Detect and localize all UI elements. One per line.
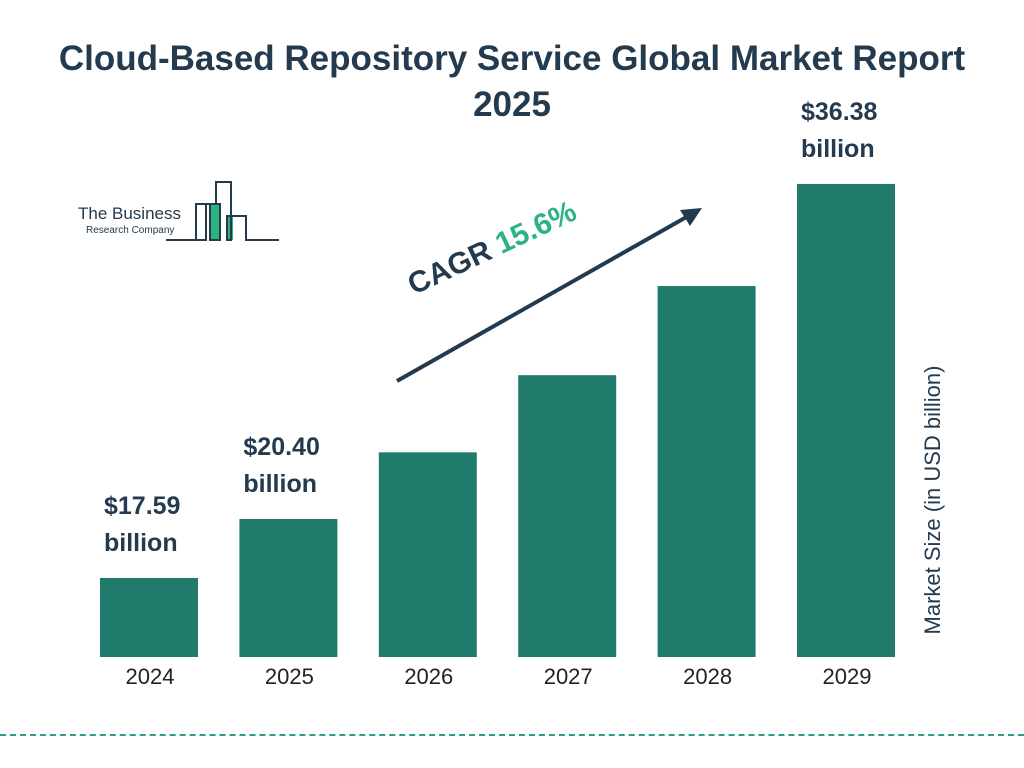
data-label-line: billion bbox=[801, 134, 875, 163]
bar-2026 bbox=[378, 452, 477, 657]
logo-text-line2: Research Company bbox=[86, 225, 175, 236]
bar-2024 bbox=[100, 577, 198, 657]
data-label-line: $36.38 bbox=[801, 97, 878, 126]
cagr-arrow-head-icon bbox=[680, 208, 702, 226]
data-label: $17.59 billion bbox=[104, 488, 180, 562]
bar-2027 bbox=[518, 375, 617, 657]
data-label: $20.40 billion bbox=[243, 429, 319, 503]
chart-title: Cloud-Based Repository Service Global Ma… bbox=[58, 39, 966, 124]
data-label-line: $20.40 bbox=[243, 433, 320, 462]
y-axis-label: Market Size (in USD billion) bbox=[920, 365, 945, 635]
x-tick-label: 2029 bbox=[822, 664, 872, 689]
x-tick-label: 2024 bbox=[125, 664, 175, 689]
bar-2029 bbox=[797, 183, 895, 657]
cagr-arrow-line bbox=[396, 213, 691, 383]
bar-2025 bbox=[239, 519, 338, 657]
x-tick-label: 2028 bbox=[683, 664, 733, 689]
footer-divider bbox=[0, 734, 1024, 736]
data-label-line: billion bbox=[243, 470, 317, 499]
logo-text-line1: The Business bbox=[78, 204, 181, 223]
logo-buildings-icon bbox=[166, 181, 279, 241]
bar-2028 bbox=[657, 286, 756, 657]
data-label-line: $17.59 bbox=[104, 491, 181, 520]
x-tick-label: 2027 bbox=[543, 664, 593, 689]
x-tick-label: 2026 bbox=[404, 664, 454, 689]
company-logo: The Business Research Company bbox=[78, 180, 283, 244]
data-label-line: billion bbox=[104, 528, 178, 557]
data-label: $36.38 billion bbox=[801, 94, 877, 168]
x-tick-label: 2025 bbox=[264, 664, 314, 689]
